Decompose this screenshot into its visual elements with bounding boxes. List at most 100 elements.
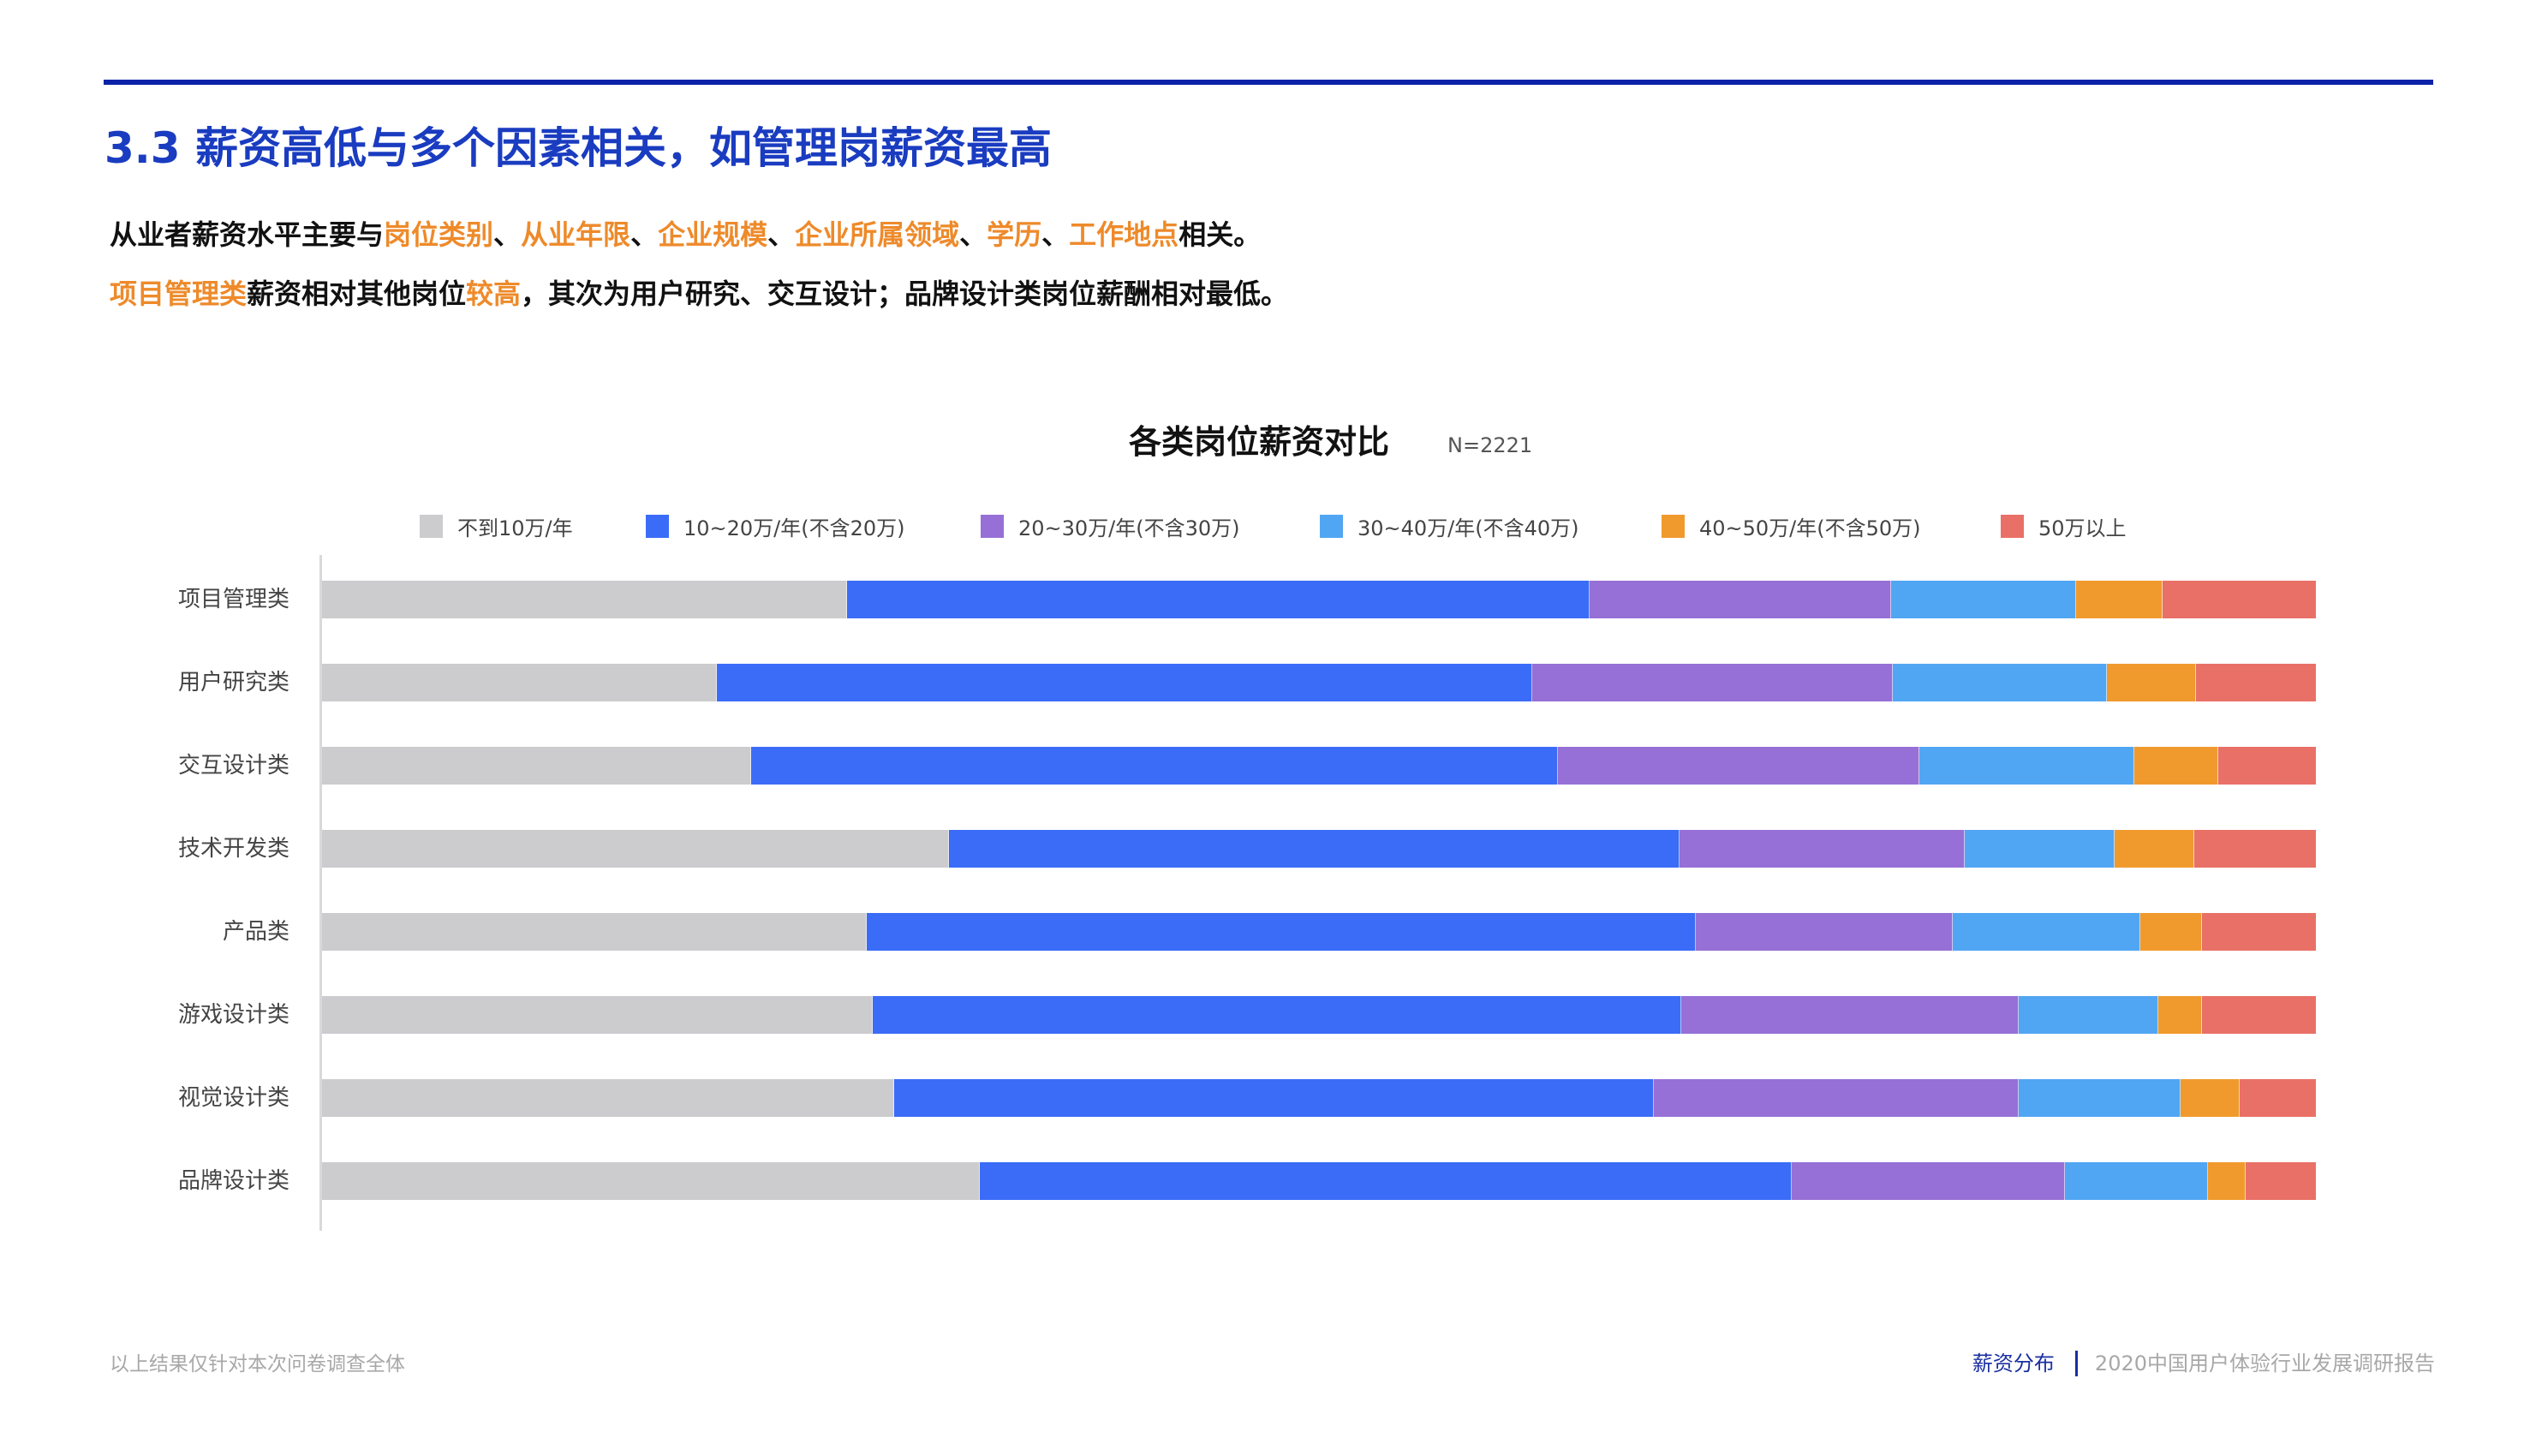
stacked-bar[interactable] <box>322 1162 2316 1200</box>
bar-segment[interactable] <box>2202 996 2316 1034</box>
bar-segment[interactable] <box>2180 1079 2241 1117</box>
highlight-text: 企业规模 <box>658 218 768 251</box>
stacked-bar[interactable] <box>322 581 2316 618</box>
stacked-bar[interactable] <box>322 664 2316 701</box>
legend-swatch-icon <box>1662 514 1685 538</box>
bar-segment[interactable] <box>866 913 1696 951</box>
category-label: 视觉设计类 <box>177 1085 289 1111</box>
footnote: 以上结果仅针对本次问卷调查全体 <box>110 1353 405 1375</box>
stacked-bar[interactable] <box>322 913 2316 951</box>
bar-segment[interactable] <box>322 913 867 951</box>
bar-segment[interactable] <box>1893 664 2107 701</box>
bar-segment[interactable] <box>2140 913 2203 951</box>
bar-segment[interactable] <box>2193 830 2316 868</box>
legend-swatch-icon <box>646 514 669 538</box>
bar-segment[interactable] <box>322 1079 895 1117</box>
bar-segment[interactable] <box>322 996 874 1034</box>
summary-text: 、 <box>767 218 796 251</box>
bar-segment[interactable] <box>322 664 717 701</box>
bar-segment[interactable] <box>894 1079 1655 1117</box>
bar-segment[interactable] <box>1890 581 2077 618</box>
bar-segment[interactable] <box>948 830 1680 868</box>
bar-segment[interactable] <box>2217 747 2316 785</box>
bar-segment[interactable] <box>2018 996 2158 1034</box>
y-axis-line <box>319 555 322 1231</box>
bar-segment[interactable] <box>846 581 1590 618</box>
summary-text: 相关。 <box>1178 218 1262 251</box>
bar-segment[interactable] <box>2134 747 2218 785</box>
bar-segment[interactable] <box>1679 830 1965 868</box>
highlight-text: 较高 <box>466 277 522 310</box>
legend-label: 50万以上 <box>2038 516 2127 540</box>
bar-segment[interactable] <box>322 1162 981 1200</box>
chart-title: 各类岗位薪资对比 <box>1129 423 1390 461</box>
summary-text: 薪资相对其他岗位 <box>247 277 467 310</box>
bar-segment[interactable] <box>2202 913 2316 951</box>
bar-segment[interactable] <box>2208 1162 2247 1200</box>
legend-item[interactable]: 10~20万/年(不含20万) <box>646 512 905 540</box>
category-label: 产品类 <box>222 919 289 945</box>
legend-swatch-icon <box>2001 514 2024 538</box>
bar-segment[interactable] <box>980 1162 1792 1200</box>
category-label: 交互设计类 <box>177 753 289 779</box>
page-title: 3.3 薪资高低与多个因素相关，如管理岗薪资最高 <box>104 123 1052 173</box>
bar-segment[interactable] <box>750 747 1559 785</box>
legend-label: 30~40万/年(不含40万) <box>1358 516 1579 540</box>
bar-segment[interactable] <box>1532 664 1894 701</box>
bar-segment[interactable] <box>2019 1079 2181 1117</box>
bar-segment[interactable] <box>1695 913 1954 951</box>
bar-segment[interactable] <box>1918 747 2135 785</box>
bar-segment[interactable] <box>2196 664 2316 701</box>
legend-item[interactable]: 40~50万/年(不含50万) <box>1662 512 1921 540</box>
bar-segment[interactable] <box>2240 1079 2316 1117</box>
summary-text: 、 <box>630 218 659 251</box>
footer-right: 薪资分布 2020中国用户体验行业发展调研报告 <box>1972 1350 2435 1377</box>
bar-segment[interactable] <box>2064 1162 2209 1200</box>
highlight-text: 从业年限 <box>521 218 631 251</box>
category-label: 技术开发类 <box>177 836 289 862</box>
legend-label: 40~50万/年(不含50万) <box>1699 516 1921 540</box>
stacked-bar[interactable] <box>322 747 2316 785</box>
summary-text: 、 <box>493 218 522 251</box>
legend-item[interactable]: 20~30万/年(不含30万) <box>981 512 1240 540</box>
bar-segment[interactable] <box>2157 996 2203 1034</box>
summary-text: 、 <box>1041 218 1070 251</box>
legend-item[interactable]: 30~40万/年(不含40万) <box>1320 512 1579 540</box>
bar-segment[interactable] <box>1558 747 1919 785</box>
bar-segment[interactable] <box>1791 1162 2065 1200</box>
bar-segment[interactable] <box>716 664 1533 701</box>
bar-segment[interactable] <box>322 747 751 785</box>
stacked-bar[interactable] <box>322 830 2316 868</box>
highlight-text: 学历 <box>987 218 1042 251</box>
highlight-text: 企业所属领域 <box>795 218 960 251</box>
category-label: 游戏设计类 <box>177 1002 289 1028</box>
bar-segment[interactable] <box>873 996 1681 1034</box>
bar-segment[interactable] <box>322 581 847 618</box>
bar-segment[interactable] <box>2076 581 2163 618</box>
bar-segment[interactable] <box>2114 830 2194 868</box>
bar-segment[interactable] <box>2162 581 2316 618</box>
legend-label: 20~30万/年(不含30万) <box>1018 516 1240 540</box>
stacked-bar[interactable] <box>322 1079 2316 1117</box>
legend-item[interactable]: 50万以上 <box>2001 512 2127 540</box>
sample-size: N=2221 <box>1447 433 1533 457</box>
legend-swatch-icon <box>420 514 443 538</box>
bar-segment[interactable] <box>2106 664 2197 701</box>
legend-item[interactable]: 不到10万/年 <box>420 512 573 540</box>
legend-swatch-icon <box>1320 514 1343 538</box>
bar-segment[interactable] <box>322 830 949 868</box>
bar-segment[interactable] <box>1589 581 1891 618</box>
stacked-bar[interactable] <box>322 996 2316 1034</box>
summary-text: 从业者薪资水平主要与 <box>110 218 385 251</box>
bar-segment[interactable] <box>1964 830 2115 868</box>
category-label: 项目管理类 <box>177 587 289 612</box>
bar-segment[interactable] <box>1953 913 2141 951</box>
category-label: 品牌设计类 <box>177 1168 289 1194</box>
bar-segment[interactable] <box>1680 996 2019 1034</box>
legend-swatch-icon <box>981 514 1004 538</box>
category-label: 用户研究类 <box>177 670 289 695</box>
bar-segment[interactable] <box>1654 1079 2020 1117</box>
top-rule <box>104 80 2433 85</box>
summary-line-1: 从业者薪资水平主要与岗位类别、从业年限、企业规模、企业所属领域、学历、工作地点相… <box>110 218 1261 252</box>
bar-segment[interactable] <box>2246 1162 2316 1200</box>
